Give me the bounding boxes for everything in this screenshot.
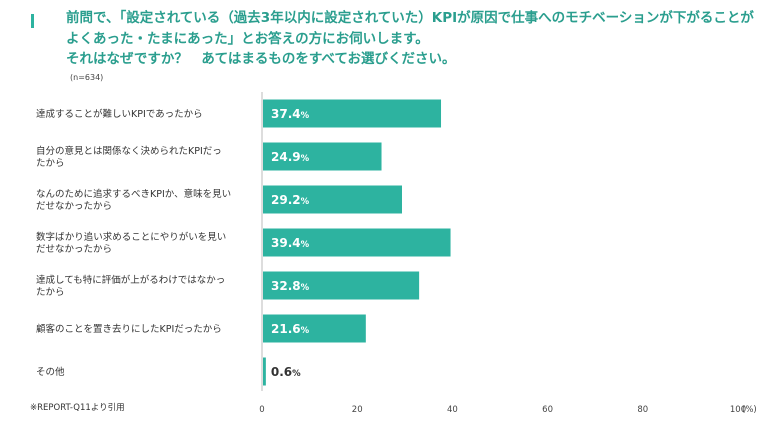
chart-title: 前問で、「設定されている（過去3年以内に設定されていた）KPIが原因で仕事へのモ… — [66, 8, 754, 70]
category-label: 顧客のことを置き去りにしたKPIだったから — [36, 323, 222, 335]
value-label: 32.8% — [271, 279, 310, 293]
x-tick-label: 60 — [542, 405, 553, 415]
category-label: 自分の意見とは関係なく決められたKPIだったから — [36, 145, 222, 169]
x-tick-label: 20 — [352, 405, 363, 415]
bar — [263, 142, 382, 171]
x-axis-unit: (%) — [742, 405, 757, 415]
title-line-3: それはなぜですか？ あてはまるものをすべてお選びください。 — [66, 51, 456, 67]
x-tick-label: 40 — [447, 405, 458, 415]
sample-size: (n=634) — [70, 73, 104, 82]
category-label: なんのために追求するべきKPIか、意味を見いだせなかったから — [36, 188, 231, 212]
category-label: 達成することが難しいKPIであったから — [36, 108, 203, 120]
bar — [263, 228, 451, 257]
bar — [263, 271, 420, 300]
value-label: 37.4% — [271, 107, 310, 121]
source-note: ※REPORT-Q11より引用 — [30, 403, 125, 413]
title-line-2: よくあった・たまにあった」とお答えの方にお伺いします。 — [66, 30, 429, 47]
value-label: 24.9% — [271, 150, 310, 164]
value-label: 29.2% — [271, 193, 310, 207]
value-label: 0.6% — [271, 365, 301, 379]
x-tick-label: 80 — [637, 405, 648, 415]
category-label: その他 — [36, 366, 65, 378]
value-label: 39.4% — [271, 236, 310, 250]
category-label: 達成しても特に評価が上がるわけではなかったから — [36, 274, 225, 298]
bar — [263, 99, 442, 128]
bar — [263, 357, 266, 386]
x-tick-label: 100 — [730, 405, 746, 415]
category-label: 数字ばかり追い求めることにやりがいを見いだせなかったから — [36, 231, 226, 255]
title-line-1: 前問で、「設定されている（過去3年以内に設定されていた）KPIが原因で仕事へのモ… — [66, 10, 754, 26]
x-tick-label: 0 — [259, 405, 264, 415]
value-label: 21.6% — [271, 322, 310, 336]
title-accent-bar — [31, 14, 34, 28]
bar — [263, 185, 402, 214]
bar — [263, 314, 366, 343]
